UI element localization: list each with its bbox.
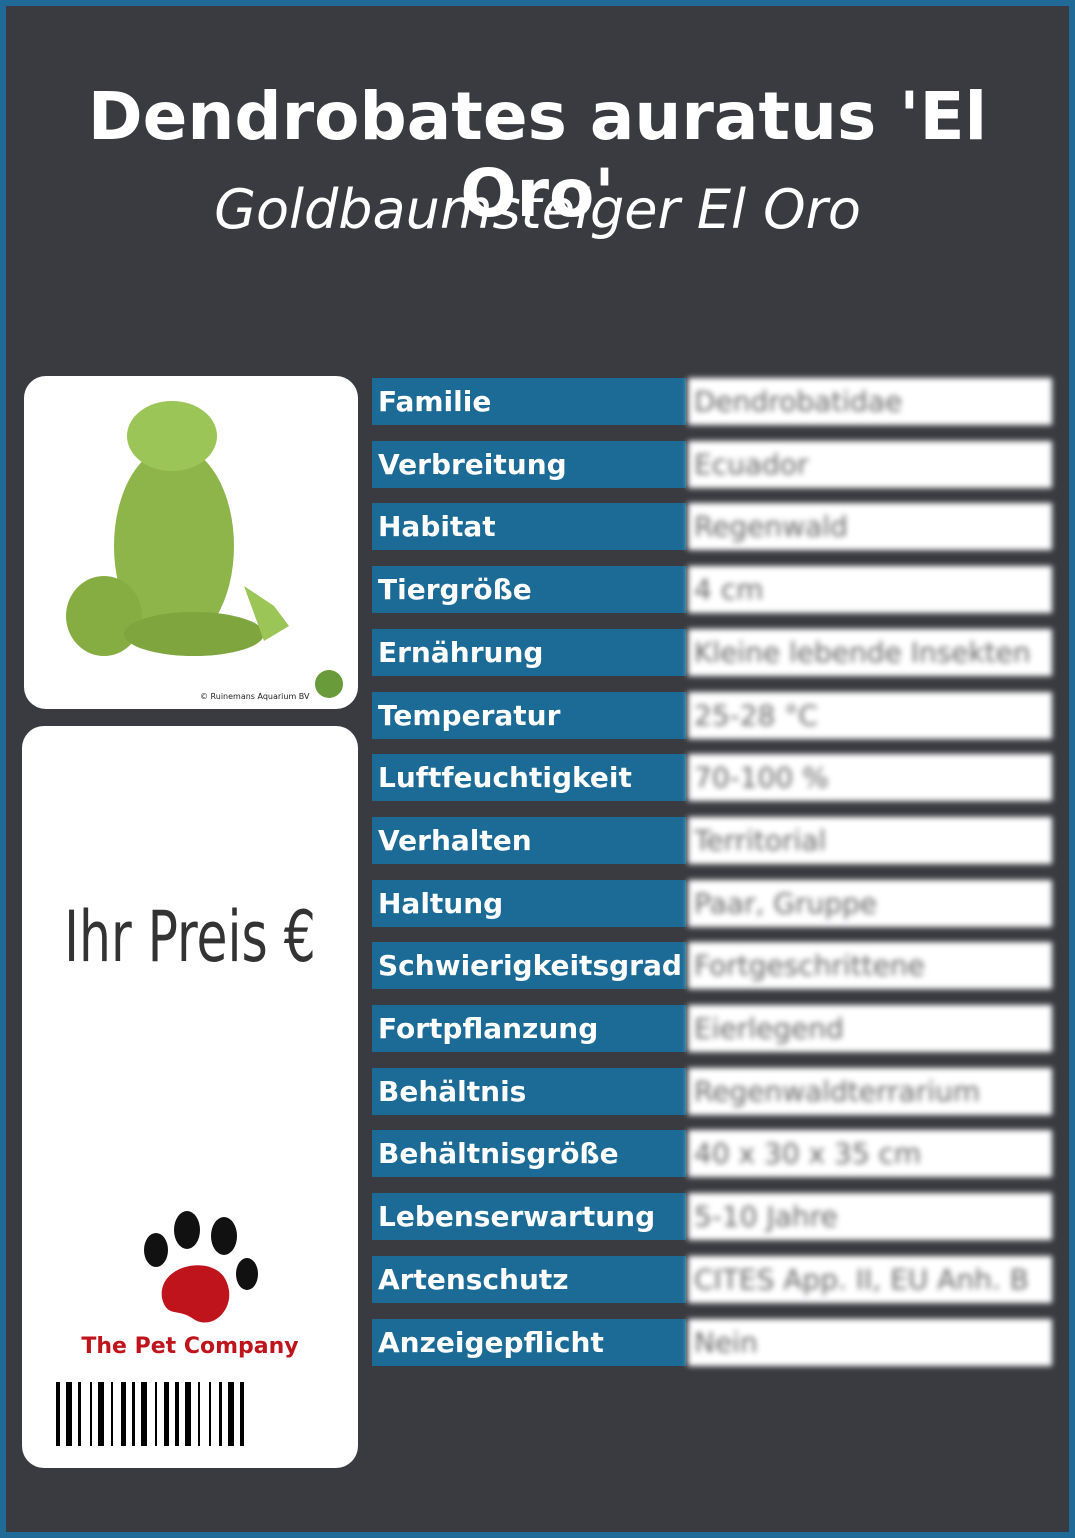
row-value: Regenwald: [688, 503, 1052, 551]
row-value: 25-28 °C: [688, 691, 1052, 739]
barcode-bar: [141, 1382, 147, 1446]
row-value: 5-10 Jahre: [688, 1193, 1052, 1241]
row-label: Habitat: [372, 503, 686, 551]
table-row: Ernährung Kleine lebende Insekten: [372, 628, 1052, 676]
table-row: Anzeigepflicht Nein: [372, 1318, 1052, 1366]
price-card: Ihr Preis € The Pet Company: [22, 726, 358, 1468]
paw-logo: [144, 1211, 258, 1323]
brand-name: The Pet Company: [81, 1334, 299, 1359]
barcode: [56, 1382, 244, 1446]
row-label: Fortpflanzung: [372, 1005, 686, 1052]
row-value: Paar, Gruppe: [688, 879, 1052, 927]
table-row: Verbreitung Ecuador: [372, 440, 1052, 488]
row-value: 70-100 %: [688, 754, 1052, 802]
table-row: Temperatur 25-28 °C: [372, 691, 1052, 739]
table-row: Luftfeuchtigkeit 70-100 %: [372, 754, 1052, 802]
row-value: Fortgeschrittene: [688, 942, 1052, 990]
row-value: 40 x 30 x 35 cm: [688, 1130, 1052, 1178]
table-row: Familie Dendrobatidae: [372, 378, 1052, 425]
row-value: Dendrobatidae: [688, 378, 1052, 425]
row-value: Nein: [688, 1318, 1052, 1366]
table-row: Schwierigkeitsgrad Fortgeschrittene: [372, 942, 1052, 990]
row-label: Temperatur: [372, 691, 686, 739]
row-value: CITES App. II, EU Anh. B: [688, 1255, 1052, 1303]
barcode-bar: [164, 1382, 169, 1446]
row-label: Artenschutz: [372, 1255, 686, 1303]
title: Dendrobates auratus 'El Oro': [87, 78, 988, 232]
row-label: Familie: [372, 378, 686, 425]
image-caption: © Ruinemans Aquarium BV: [200, 692, 310, 701]
barcode-bar: [132, 1382, 135, 1446]
row-label: Ernährung: [372, 628, 686, 676]
barcode-bar: [209, 1382, 211, 1446]
barcode-bar: [98, 1382, 104, 1446]
barcode-bar: [90, 1382, 92, 1446]
table-row: Lebenserwartung 5-10 Jahre: [372, 1193, 1052, 1241]
barcode-bar: [78, 1382, 81, 1446]
barcode-bar: [228, 1382, 234, 1446]
row-value: Kleine lebende Insekten: [688, 628, 1052, 676]
barcode-bar: [155, 1382, 157, 1446]
barcode-bar: [175, 1382, 179, 1446]
row-label: Lebenserwartung: [372, 1193, 686, 1241]
row-label: Schwierigkeitsgrad: [372, 942, 686, 990]
table-row: Behältnisgröße 40 x 30 x 35 cm: [372, 1130, 1052, 1178]
table-row: Haltung Paar, Gruppe: [372, 879, 1052, 927]
image-card: © Ruinemans Aquarium BV: [24, 376, 358, 709]
row-value: 4 cm: [688, 566, 1052, 614]
table-row: Habitat Regenwald: [372, 503, 1052, 551]
row-label: Anzeigepflicht: [372, 1318, 686, 1366]
row-label: Luftfeuchtigkeit: [372, 754, 686, 802]
row-label: Behältnis: [372, 1067, 686, 1115]
barcode-bar: [56, 1382, 60, 1446]
table-row: Fortpflanzung Eierlegend: [372, 1005, 1052, 1052]
row-label: Haltung: [372, 879, 686, 927]
row-value: Ecuador: [688, 440, 1052, 488]
barcode-bar: [66, 1382, 72, 1446]
barcode-bar: [240, 1382, 244, 1446]
barcode-bar: [111, 1382, 113, 1446]
row-label: Behältnisgröße: [372, 1130, 686, 1178]
frog-image: [66, 401, 343, 698]
row-value: Regenwaldterrarium: [688, 1067, 1052, 1115]
table-row: Behältnis Regenwaldterrarium: [372, 1067, 1052, 1115]
row-label: Verhalten: [372, 816, 686, 864]
row-value: Eierlegend: [688, 1005, 1052, 1052]
row-label: Tiergröße: [372, 566, 686, 614]
table-row: Verhalten Territorial: [372, 816, 1052, 864]
barcode-bar: [185, 1382, 191, 1446]
row-label: Verbreitung: [372, 440, 686, 488]
barcode-bar: [121, 1382, 126, 1446]
barcode-bar: [219, 1382, 222, 1446]
row-value: Territorial: [688, 816, 1052, 864]
barcode-bar: [198, 1382, 200, 1446]
table-row: Tiergröße 4 cm: [372, 566, 1052, 614]
table-row: Artenschutz CITES App. II, EU Anh. B: [372, 1255, 1052, 1303]
price-label: Ihr Preis €: [64, 896, 316, 978]
subtitle: Goldbaumsteiger El Oro: [214, 178, 861, 241]
